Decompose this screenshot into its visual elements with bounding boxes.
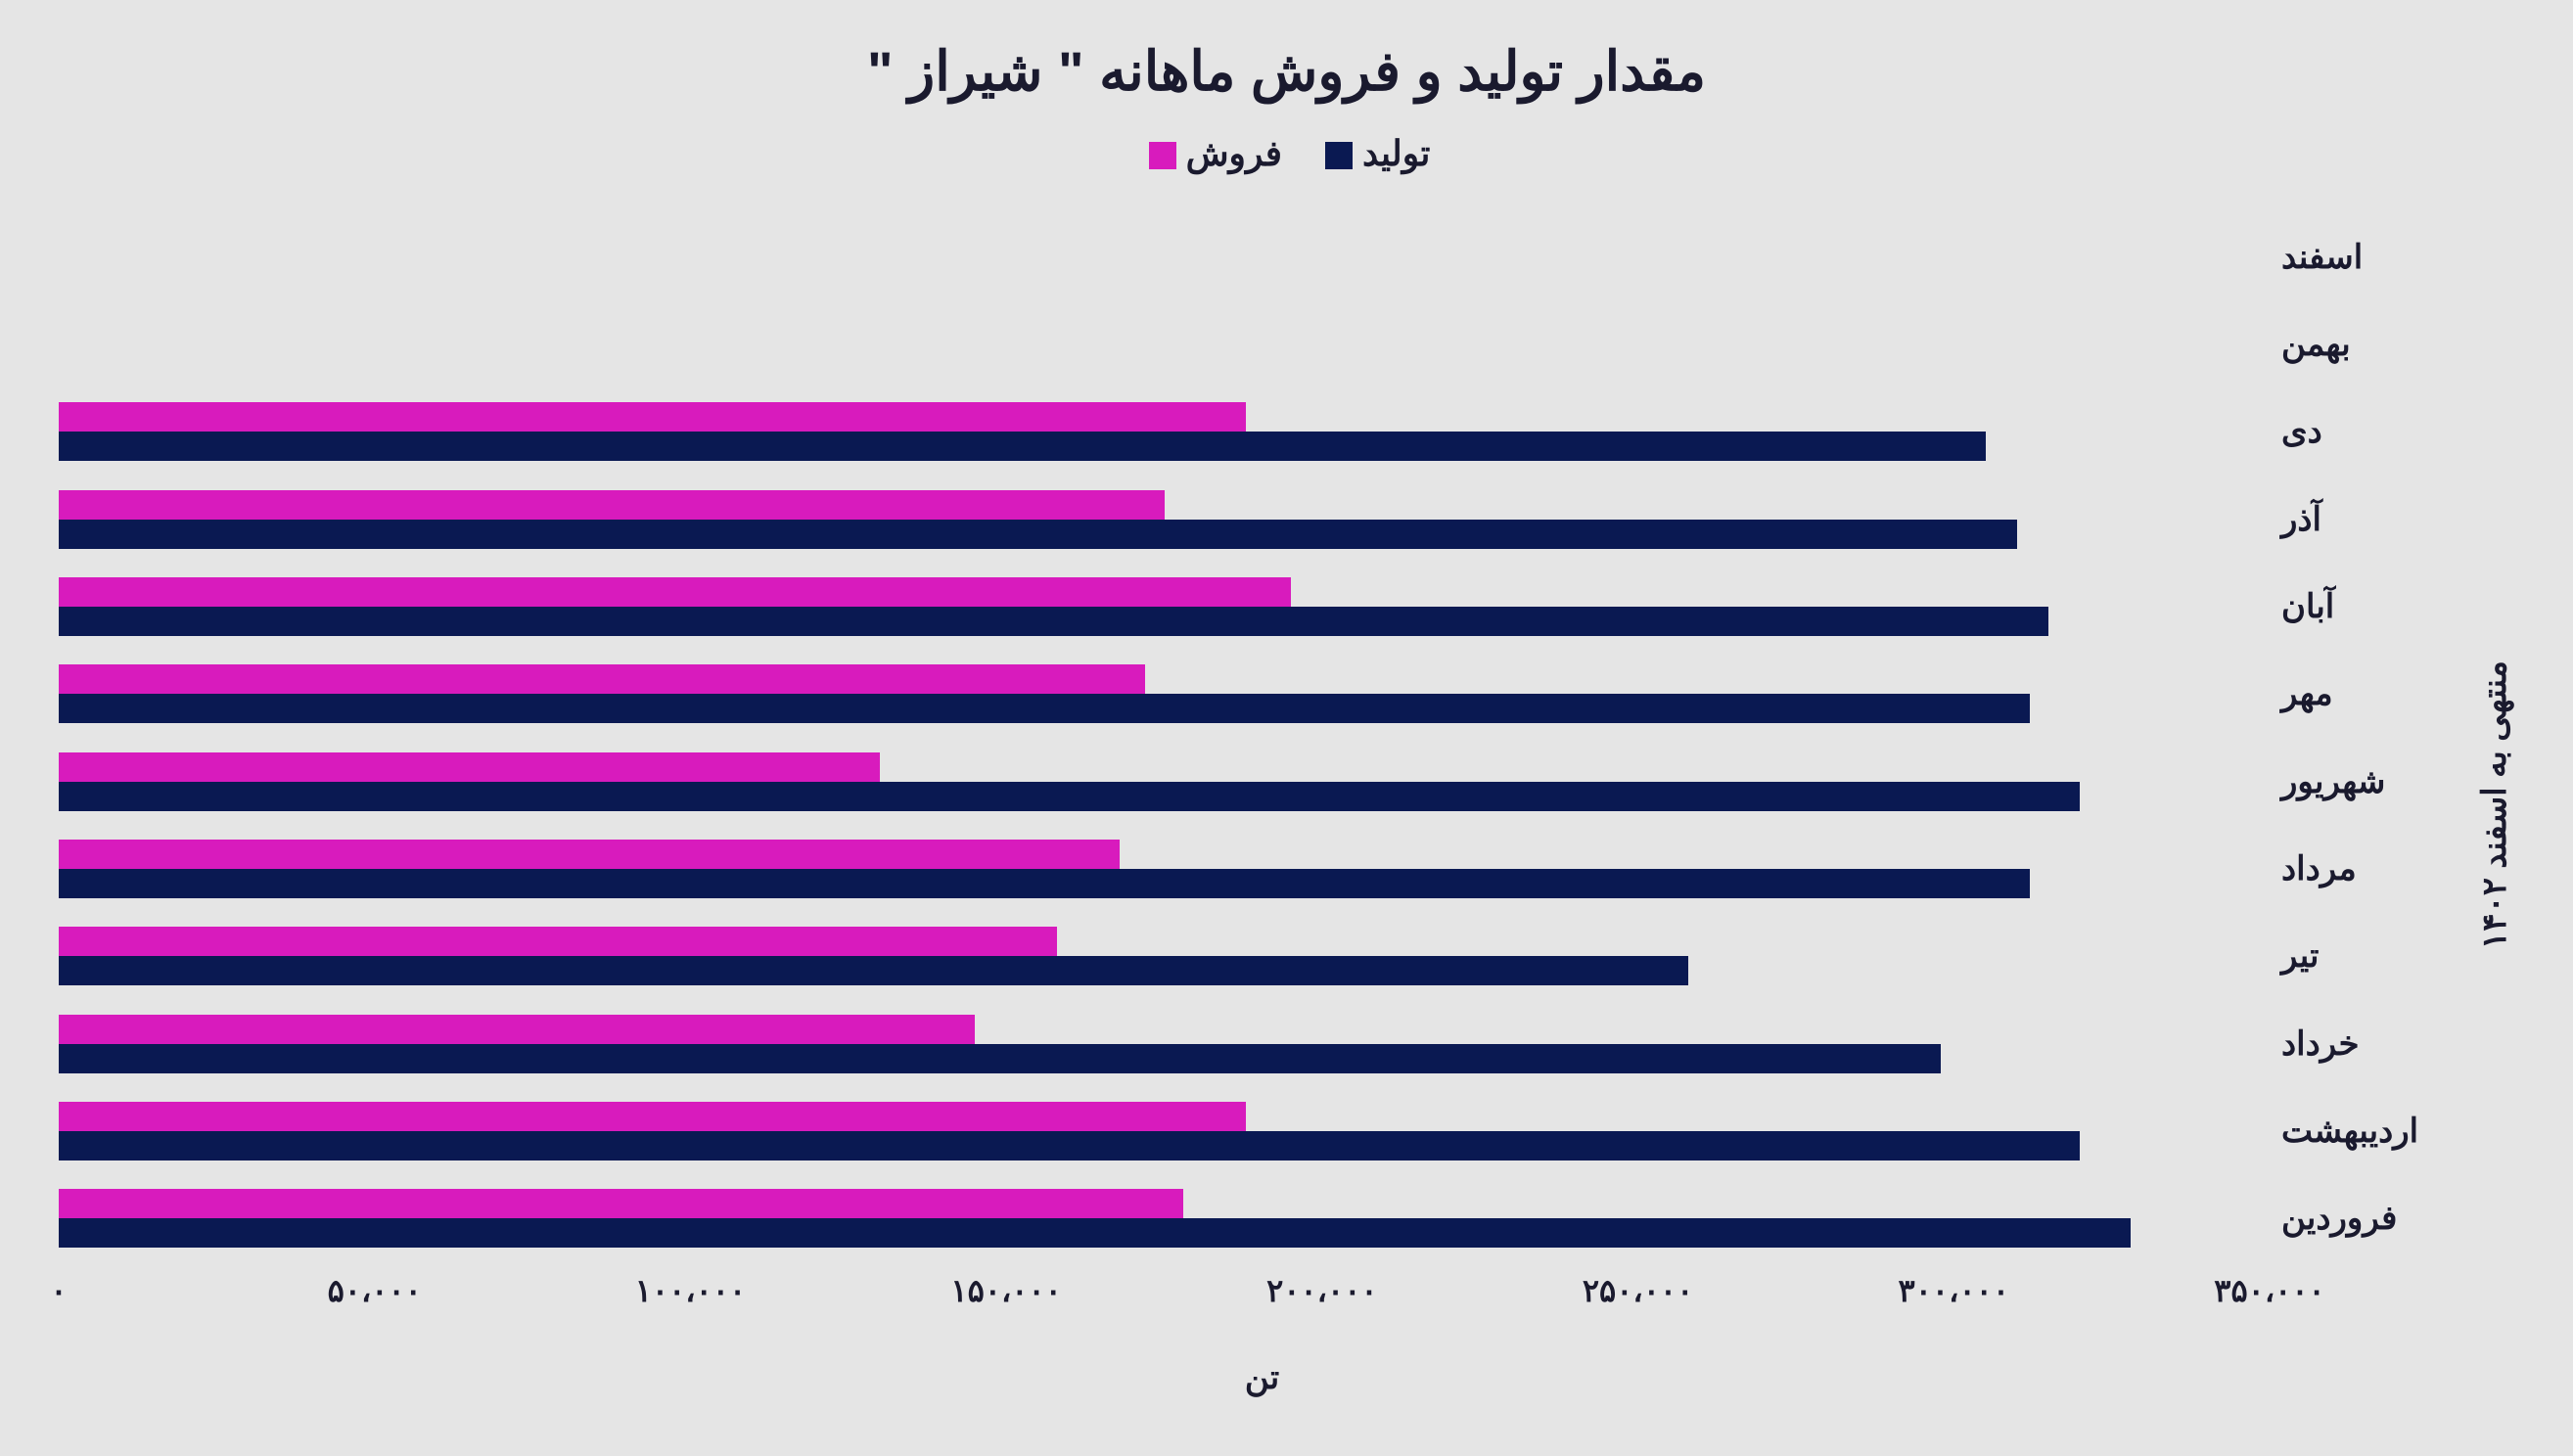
bar-production [59, 607, 2048, 636]
row-label: بهمن [2270, 325, 2465, 364]
bar-production [59, 520, 2017, 549]
bar-sales [59, 1102, 1246, 1131]
row-label: تیر [2270, 936, 2465, 976]
bar-sales [59, 752, 880, 782]
bars-cell [59, 1090, 2270, 1172]
legend-label-production: تولید [1362, 133, 1430, 173]
row-label: دی [2270, 412, 2465, 451]
row: مرداد [59, 828, 2465, 910]
row-label: خرداد [2270, 1024, 2465, 1064]
plot-wrap: منتهی به اسفند ۱۴۰۲ اسفند بهمن دی آذر آبان مه… [59, 213, 2514, 1397]
row: آبان [59, 566, 2465, 648]
bar-sales [59, 927, 1057, 956]
legend-item-sales: فروش [1143, 133, 1282, 174]
row: خرداد [59, 1003, 2465, 1085]
plot-area: اسفند بهمن دی آذر آبان مهر شهریور مرداد تیر خرداد… [59, 213, 2465, 1397]
bar-production [59, 1218, 2131, 1248]
bar-sales [59, 840, 1120, 869]
x-axis: ۰۵۰،۰۰۰۱۰۰،۰۰۰۱۵۰،۰۰۰۲۰۰،۰۰۰۲۵۰،۰۰۰۳۰۰،۰… [59, 1272, 2465, 1311]
row: اسفند [59, 216, 2465, 298]
bars-cell [59, 1177, 2270, 1259]
bars-cell [59, 653, 2270, 735]
x-tick: ۲۵۰،۰۰۰ [1583, 1272, 1693, 1309]
row-label: اسفند [2270, 238, 2465, 277]
row: بهمن [59, 303, 2465, 386]
row: آذر [59, 478, 2465, 561]
rows: اسفند بهمن دی آذر آبان مهر شهریور مرداد تیر خرداد… [59, 213, 2465, 1262]
chart-title: مقدار تولید و فروش ماهانه " شیراز " [59, 39, 2514, 104]
row: مهر [59, 653, 2465, 735]
row: تیر [59, 915, 2465, 997]
legend-swatch-sales [1149, 142, 1176, 169]
bars-cell [59, 566, 2270, 648]
x-tick: ۲۰۰،۰۰۰ [1266, 1272, 1377, 1309]
legend-label-sales: فروش [1186, 133, 1282, 173]
bar-production [59, 1044, 1941, 1073]
bars-cell [59, 1003, 2270, 1085]
bar-production [59, 956, 1688, 985]
row-label: آذر [2270, 500, 2465, 539]
bars-cell [59, 216, 2270, 298]
legend: تولید فروش [59, 133, 2514, 174]
bar-production [59, 869, 2030, 898]
bar-production [59, 1131, 2080, 1160]
x-tick: ۱۵۰،۰۰۰ [950, 1272, 1061, 1309]
row: دی [59, 390, 2465, 473]
bars-cell [59, 741, 2270, 823]
bars-cell [59, 915, 2270, 997]
bars-cell [59, 390, 2270, 473]
bars-cell [59, 303, 2270, 386]
x-tick: ۱۰۰،۰۰۰ [635, 1272, 746, 1309]
legend-swatch-production [1325, 142, 1353, 169]
row-label: اردیبهشت [2270, 1112, 2465, 1151]
y-axis-title: منتهی به اسفند ۱۴۰۲ [2475, 660, 2514, 949]
x-tick: ۳۰۰،۰۰۰ [1899, 1272, 2009, 1309]
x-tick: ۰ [50, 1272, 67, 1309]
bar-production [59, 782, 2080, 811]
row: اردیبهشت [59, 1090, 2465, 1172]
row-label: فروردین [2270, 1199, 2465, 1238]
bar-sales [59, 402, 1246, 432]
bar-sales [59, 1189, 1183, 1218]
legend-item-production: تولید [1319, 133, 1430, 174]
bar-sales [59, 577, 1291, 607]
row: شهریور [59, 741, 2465, 823]
row-label: مهر [2270, 674, 2465, 713]
bar-production [59, 432, 1986, 461]
bars-cell [59, 828, 2270, 910]
x-tick: ۳۵۰،۰۰۰ [2214, 1272, 2324, 1309]
chart-container: مقدار تولید و فروش ماهانه " شیراز " تولی… [0, 0, 2573, 1456]
bar-sales [59, 1015, 975, 1044]
row: فروردین [59, 1177, 2465, 1259]
x-ticks: ۰۵۰،۰۰۰۱۰۰،۰۰۰۱۵۰،۰۰۰۲۰۰،۰۰۰۲۵۰،۰۰۰۳۰۰،۰… [59, 1272, 2270, 1311]
row-label: مرداد [2270, 849, 2465, 888]
bars-cell [59, 478, 2270, 561]
bar-production [59, 694, 2030, 723]
row-label: آبان [2270, 587, 2465, 626]
bar-sales [59, 664, 1145, 694]
row-label: شهریور [2270, 762, 2465, 801]
x-tick: ۵۰،۰۰۰ [328, 1272, 422, 1309]
x-axis-title: تن [59, 1358, 2465, 1397]
bar-sales [59, 490, 1165, 520]
